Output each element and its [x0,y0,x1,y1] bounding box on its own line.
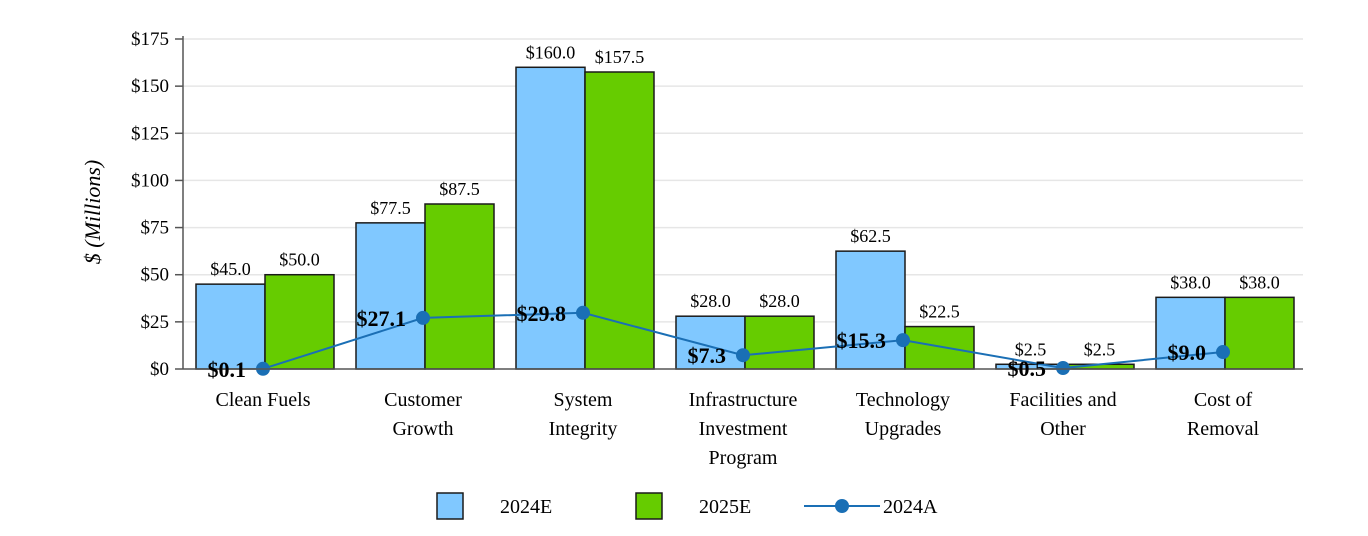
line-label-2024A: $9.0 [1168,340,1207,365]
line-point-2024A [416,310,430,325]
bar-2025E [264,273,335,370]
bar-2025E [424,203,495,370]
y-tick-label: $75 [141,218,170,239]
bar-2025E [744,315,815,370]
bar-2024E [835,250,906,370]
bar-label-2024E: $2.5 [1015,339,1047,359]
x-category-label: Clean Fuels [216,389,311,411]
x-axis: Clean Fuels Customer Growth System Integrity… [183,368,1303,469]
bar-label-2025E: $2.5 [1084,339,1116,359]
bar-label-2024E: $62.5 [850,226,891,246]
bars [195,66,1295,370]
line-label-2024A: $0.1 [208,357,247,382]
x-category-label: Upgrades [865,418,942,440]
line-label-2024A: $27.1 [357,306,407,331]
legend-swatch-2024E [436,492,464,520]
y-tick-label: $25 [141,312,170,333]
x-category-label: Other [1040,418,1086,440]
bar-label-2025E: $87.5 [439,179,480,199]
bar-label-2025E: $157.5 [595,47,645,67]
line-point-2024A [576,305,590,320]
x-category-label: Removal [1187,418,1260,440]
x-category-label: Technology [856,389,950,411]
line-point-2024A [896,333,910,348]
data-labels: $45.0 $50.0 $77.5 $87.5 $160.0 $157.5 $28.0 $28… [208,42,1280,382]
y-tick-label: $0 [150,359,169,380]
x-category-label: Growth [392,418,453,440]
legend-label-2025E: 2025E [699,496,751,518]
bar-label-2024E: $77.5 [370,198,411,218]
bar-2024E [675,315,746,370]
bar-2025E [904,325,975,370]
y-tick-label: $125 [131,123,169,144]
bar-label-2024E: $160.0 [526,42,576,62]
line-label-2024A: $0.5 [1008,356,1047,381]
legend: 2024E 2025E 2024A [436,492,938,520]
y-axis: $0 $25 $50 $75 $100 $125 $150 $175 [131,29,184,380]
line-point-2024A [1216,345,1230,360]
legend-swatch-2025E [635,492,663,520]
x-category-label: Customer [384,389,462,411]
bar-2025E [584,71,655,370]
y-tick-label: $100 [131,170,169,191]
x-category-label: Integrity [549,418,618,440]
bar-label-2025E: $50.0 [279,250,320,270]
y-tick-label: $50 [141,265,170,286]
x-category-label: Facilities and [1009,389,1116,411]
line-point-2024A [1056,361,1070,376]
y-tick-label: $175 [131,29,169,50]
x-category-label: Cost of [1194,389,1253,411]
x-category-label: Program [709,447,778,469]
y-tick-label: $150 [131,76,169,97]
legend-label-2024E: 2024E [500,496,552,518]
x-category-label: Infrastructure [689,389,798,411]
line-point-2024A [736,348,750,363]
bar-label-2025E: $22.5 [919,302,960,322]
legend-marker-2024A [835,499,849,513]
x-category-label: System [554,389,613,411]
line-label-2024A: $29.8 [517,301,567,326]
x-category-label: Investment [699,418,788,440]
bar-label-2024E: $38.0 [1170,272,1211,292]
gridlines [183,38,1303,323]
bar-2024E [515,66,586,370]
line-label-2024A: $7.3 [688,343,727,368]
bar-2024E [355,222,426,370]
bar-label-2025E: $38.0 [1239,272,1280,292]
bar-label-2024E: $45.0 [210,259,251,279]
y-axis-title: $ (Millions) [80,160,105,265]
bar-label-2024E: $28.0 [690,291,731,311]
line-label-2024A: $15.3 [837,328,887,353]
bar-label-2025E: $28.0 [759,291,800,311]
bar-2025E [1224,296,1295,370]
legend-label-2024A: 2024A [883,496,938,518]
